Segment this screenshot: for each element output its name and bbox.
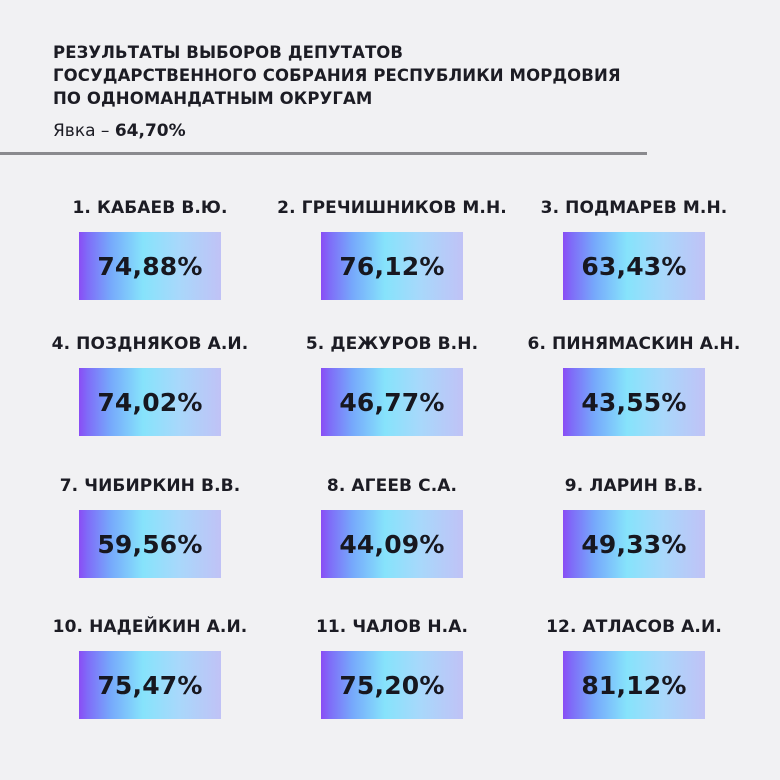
district-card-7: 7. ЧИБИРКИН В.В. 59,56% xyxy=(20,475,280,615)
percent-value: 43,55% xyxy=(581,387,687,417)
percent-value: 74,02% xyxy=(97,387,203,417)
percent-box: 76,12% xyxy=(321,232,463,300)
percent-box: 43,55% xyxy=(563,368,705,436)
percent-value: 74,88% xyxy=(97,251,203,281)
district-name: 9. ЛАРИН В.В. xyxy=(564,476,704,496)
district-name: 10. НАДЕЙКИН А.И. xyxy=(52,617,248,637)
district-name: 3. ПОДМАРЕВ М.Н. xyxy=(540,198,728,218)
district-card-3: 3. ПОДМАРЕВ М.Н. 63,43% xyxy=(504,197,764,337)
district-card-12: 12. АТЛАСОВ А.И. 81,12% xyxy=(504,616,764,756)
turnout-value: 64,70% xyxy=(114,121,186,141)
percent-box: 74,02% xyxy=(79,368,221,436)
title-line-1: РЕЗУЛЬТАТЫ ВЫБОРОВ ДЕПУТАТОВ xyxy=(53,43,404,62)
district-name: 5. ДЕЖУРОВ В.Н. xyxy=(305,334,479,354)
district-card-2: 2. ГРЕЧИШНИКОВ М.Н. 76,12% xyxy=(262,197,522,337)
percent-value: 44,09% xyxy=(339,529,445,559)
percent-value: 49,33% xyxy=(581,529,687,559)
percent-value: 46,77% xyxy=(339,387,445,417)
district-card-6: 6. ПИНЯМАСКИН А.Н. 43,55% xyxy=(504,333,764,473)
percent-box: 75,20% xyxy=(321,651,463,719)
percent-box: 81,12% xyxy=(563,651,705,719)
district-name: 2. ГРЕЧИШНИКОВ М.Н. xyxy=(277,198,507,218)
title-line-3: ПО ОДНОМАНДАТНЫМ ОКРУГАМ xyxy=(53,89,373,108)
district-name: 7. ЧИБИРКИН В.В. xyxy=(59,476,241,496)
percent-value: 81,12% xyxy=(581,670,687,700)
district-name: 4. ПОЗДНЯКОВ А.И. xyxy=(51,334,249,354)
district-card-1: 1. КАБАЕВ В.Ю. 74,88% xyxy=(20,197,280,337)
percent-box: 49,33% xyxy=(563,510,705,578)
percent-value: 63,43% xyxy=(581,251,687,281)
district-card-5: 5. ДЕЖУРОВ В.Н. 46,77% xyxy=(262,333,522,473)
percent-box: 63,43% xyxy=(563,232,705,300)
district-card-10: 10. НАДЕЙКИН А.И. 75,47% xyxy=(20,616,280,756)
percent-value: 75,47% xyxy=(97,670,203,700)
percent-value: 76,12% xyxy=(339,251,445,281)
percent-value: 75,20% xyxy=(339,670,445,700)
turnout: Явка – 64,70% xyxy=(53,120,733,142)
district-name: 8. АГЕЕВ С.А. xyxy=(326,476,458,496)
district-card-4: 4. ПОЗДНЯКОВ А.И. 74,02% xyxy=(20,333,280,473)
district-card-8: 8. АГЕЕВ С.А. 44,09% xyxy=(262,475,522,615)
district-name: 11. ЧАЛОВ Н.А. xyxy=(315,617,469,637)
percent-box: 46,77% xyxy=(321,368,463,436)
title-line-2: ГОСУДАРСТВЕННОГО СОБРАНИЯ РЕСПУБЛИКИ МОР… xyxy=(53,66,621,85)
percent-value: 59,56% xyxy=(97,529,203,559)
turnout-label: Явка – xyxy=(53,121,115,141)
header-divider xyxy=(0,152,647,155)
percent-box: 74,88% xyxy=(79,232,221,300)
district-card-11: 11. ЧАЛОВ Н.А. 75,20% xyxy=(262,616,522,756)
district-name: 1. КАБАЕВ В.Ю. xyxy=(72,198,228,218)
header: РЕЗУЛЬТАТЫ ВЫБОРОВ ДЕПУТАТОВ ГОСУДАРСТВЕ… xyxy=(53,41,733,142)
district-name: 12. АТЛАСОВ А.И. xyxy=(546,617,722,637)
percent-box: 44,09% xyxy=(321,510,463,578)
percent-box: 59,56% xyxy=(79,510,221,578)
district-name: 6. ПИНЯМАСКИН А.Н. xyxy=(527,334,741,354)
percent-box: 75,47% xyxy=(79,651,221,719)
district-card-9: 9. ЛАРИН В.В. 49,33% xyxy=(504,475,764,615)
